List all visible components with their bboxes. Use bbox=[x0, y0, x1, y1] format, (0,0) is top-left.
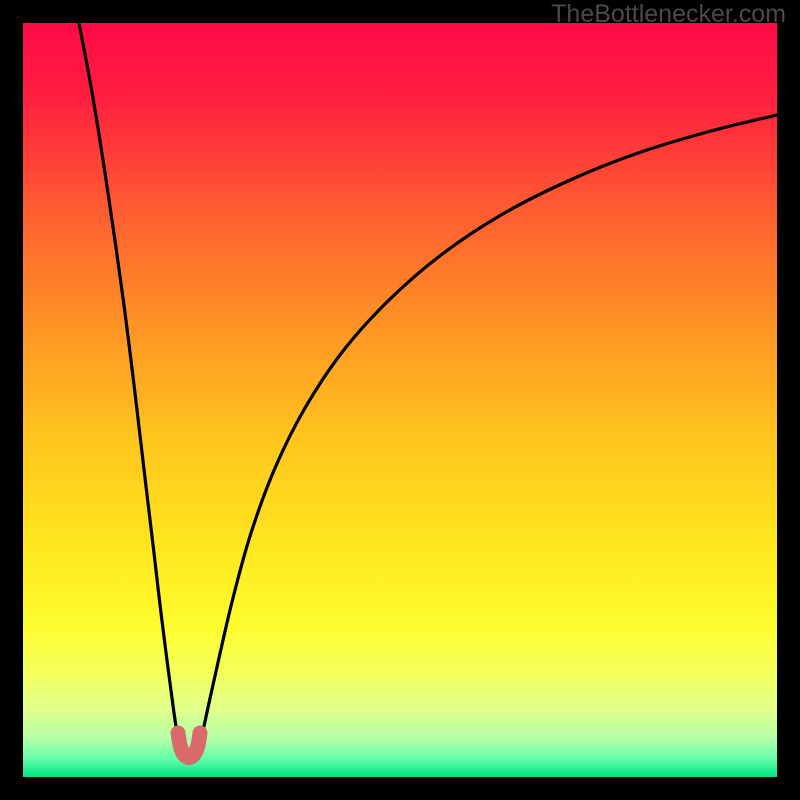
watermark-text: TheBottlenecker.com bbox=[551, 0, 786, 29]
optimal-marker bbox=[178, 733, 200, 758]
plot-area bbox=[23, 23, 777, 777]
optimal-marker-layer bbox=[23, 23, 777, 777]
